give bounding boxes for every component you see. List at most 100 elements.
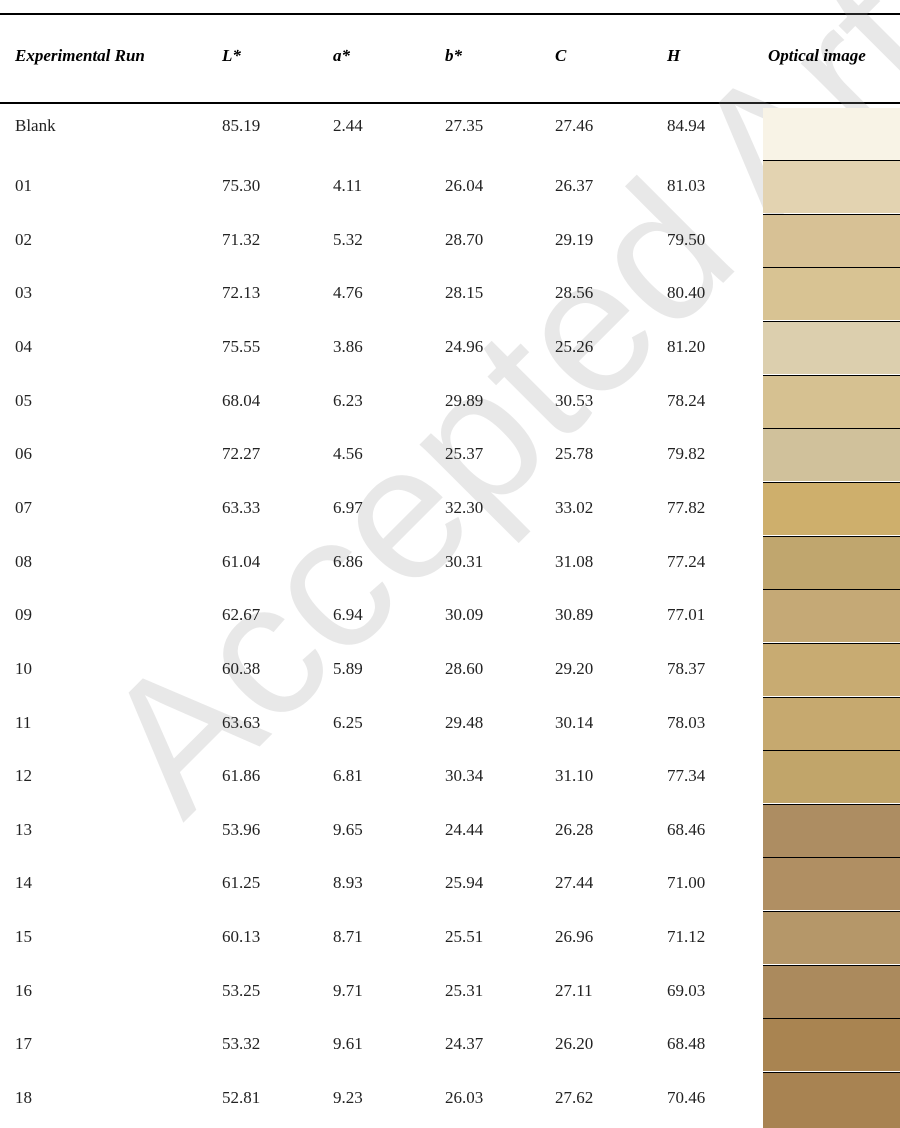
run-label: 09 bbox=[15, 605, 32, 625]
column-header: Optical image bbox=[768, 46, 866, 65]
value-cell: 77.34 bbox=[667, 766, 706, 786]
value-cell: 26.20 bbox=[555, 1034, 594, 1054]
value-cell: 4.11 bbox=[333, 176, 363, 195]
value-cell: 24.44 bbox=[445, 819, 484, 839]
value-cell: 24.96 bbox=[445, 336, 484, 356]
optical-swatch bbox=[763, 428, 900, 482]
column-header: L* bbox=[222, 46, 241, 65]
value-cell: 84.94 bbox=[667, 116, 706, 135]
value-cell: 32.30 bbox=[445, 497, 484, 517]
run-label: 18 bbox=[15, 1088, 32, 1108]
value-cell: 30.53 bbox=[555, 390, 594, 410]
run-label: 17 bbox=[15, 1034, 32, 1054]
value-cell: 9.61 bbox=[333, 1034, 363, 1054]
value-cell: 28.70 bbox=[445, 229, 484, 249]
value-cell: 79.50 bbox=[667, 229, 706, 249]
optical-swatch bbox=[763, 696, 900, 750]
value-cell: 26.04 bbox=[445, 176, 484, 195]
value-cell: 75.30 bbox=[222, 176, 261, 195]
value-cell: 63.63 bbox=[222, 712, 261, 732]
value-cell: 68.48 bbox=[667, 1034, 706, 1054]
value-cell: 85.19 bbox=[222, 116, 261, 135]
value-cell: 31.10 bbox=[555, 766, 594, 786]
value-cell: 27.35 bbox=[445, 116, 484, 135]
value-cell: 24.37 bbox=[445, 1034, 484, 1054]
optical-swatch bbox=[763, 803, 900, 857]
run-label: 15 bbox=[15, 927, 32, 947]
value-cell: 27.44 bbox=[555, 873, 594, 893]
value-cell: 71.12 bbox=[667, 927, 706, 947]
value-cell: 80.40 bbox=[667, 283, 706, 303]
value-cell: 29.19 bbox=[555, 229, 594, 249]
value-cell: 2.44 bbox=[333, 116, 363, 135]
value-cell: 26.28 bbox=[555, 819, 594, 839]
run-label: 06 bbox=[15, 444, 32, 464]
value-cell: 25.37 bbox=[445, 444, 484, 464]
value-cell: 6.81 bbox=[333, 766, 363, 786]
optical-swatch bbox=[763, 1018, 900, 1072]
value-cell: 72.13 bbox=[222, 283, 261, 303]
run-label: 13 bbox=[15, 819, 32, 839]
value-cell: 53.32 bbox=[222, 1034, 261, 1054]
optical-swatch bbox=[763, 589, 900, 643]
value-cell: 30.89 bbox=[555, 605, 594, 625]
optical-swatch bbox=[763, 374, 900, 428]
value-cell: 26.37 bbox=[555, 176, 594, 195]
value-cell: 81.20 bbox=[667, 336, 706, 356]
value-cell: 26.96 bbox=[555, 927, 594, 947]
value-cell: 29.20 bbox=[555, 658, 594, 678]
run-label: 04 bbox=[15, 336, 32, 356]
run-label: Blank bbox=[15, 116, 56, 135]
run-label: 10 bbox=[15, 658, 32, 678]
value-cell: 25.26 bbox=[555, 336, 594, 356]
value-cell: 61.86 bbox=[222, 766, 261, 786]
value-cell: 30.34 bbox=[445, 766, 484, 786]
optical-swatch bbox=[763, 642, 900, 696]
value-cell: 77.82 bbox=[667, 497, 706, 517]
value-cell: 71.00 bbox=[667, 873, 706, 893]
value-cell: 68.04 bbox=[222, 390, 261, 410]
value-cell: 5.89 bbox=[333, 658, 363, 678]
value-cell: 53.25 bbox=[222, 980, 261, 1000]
value-cell: 9.23 bbox=[333, 1088, 363, 1108]
run-label: 02 bbox=[15, 229, 32, 249]
value-cell: 68.46 bbox=[667, 819, 706, 839]
value-cell: 25.31 bbox=[445, 980, 484, 1000]
value-cell: 72.27 bbox=[222, 444, 261, 464]
optical-swatch bbox=[763, 911, 900, 965]
value-cell: 78.03 bbox=[667, 712, 706, 732]
top-rule bbox=[0, 13, 900, 15]
value-cell: 27.46 bbox=[555, 116, 594, 135]
run-label: 03 bbox=[15, 283, 32, 303]
value-cell: 25.94 bbox=[445, 873, 484, 893]
column-header: b* bbox=[445, 46, 462, 65]
optical-swatch bbox=[763, 160, 900, 213]
value-cell: 52.81 bbox=[222, 1088, 261, 1108]
optical-swatch bbox=[763, 535, 900, 589]
value-cell: 25.51 bbox=[445, 927, 484, 947]
column-header: H bbox=[667, 46, 681, 65]
value-cell: 29.48 bbox=[445, 712, 484, 732]
value-cell: 30.14 bbox=[555, 712, 594, 732]
value-cell: 30.31 bbox=[445, 551, 484, 571]
optical-swatch bbox=[763, 1072, 900, 1128]
value-cell: 6.97 bbox=[333, 497, 363, 517]
value-cell: 71.32 bbox=[222, 229, 261, 249]
value-cell: 5.32 bbox=[333, 229, 363, 249]
optical-swatch bbox=[763, 213, 900, 267]
value-cell: 9.71 bbox=[333, 980, 363, 1000]
header-rule bbox=[0, 102, 900, 104]
value-cell: 79.82 bbox=[667, 444, 706, 464]
value-cell: 77.01 bbox=[667, 605, 706, 625]
run-label: 14 bbox=[15, 873, 32, 893]
value-cell: 4.76 bbox=[333, 283, 363, 303]
column-header: C bbox=[555, 46, 567, 65]
value-cell: 33.02 bbox=[555, 497, 594, 517]
value-cell: 3.86 bbox=[333, 336, 363, 356]
value-cell: 28.60 bbox=[445, 658, 484, 678]
run-label: 08 bbox=[15, 551, 32, 571]
value-cell: 63.33 bbox=[222, 497, 261, 517]
column-header: a* bbox=[333, 46, 350, 65]
column-header: Experimental Run bbox=[15, 46, 145, 65]
value-cell: 30.09 bbox=[445, 605, 484, 625]
